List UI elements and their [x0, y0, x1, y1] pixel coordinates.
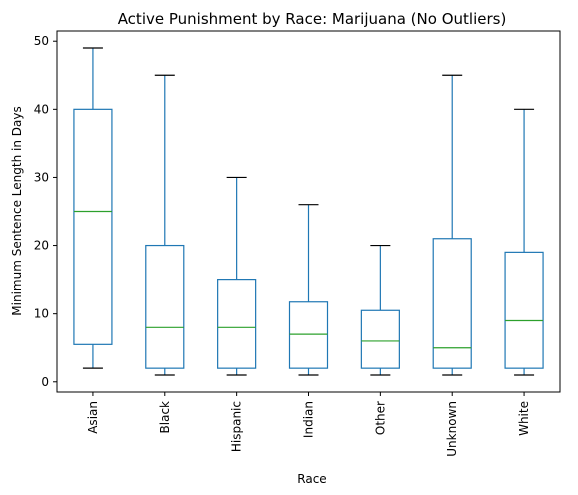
x-tick-label-white: White — [517, 401, 531, 436]
x-tick-label-unknown: Unknown — [445, 401, 459, 457]
plot-area: 0 10 20 30 40 50 Asian Black Hispanic Indian Other… — [34, 30, 561, 457]
x-tick-label-asian: Asian — [86, 401, 100, 434]
box-other — [360, 309, 400, 369]
x-tick-label-hispanic: Hispanic — [230, 401, 244, 452]
y-tick-label-30: 30 — [34, 170, 49, 184]
y-axis-label: Minimum Sentence Length in Days — [10, 106, 24, 315]
y-tick-label-0: 0 — [41, 375, 49, 389]
y-tick-label-20: 20 — [34, 239, 49, 253]
x-tick-label-indian: Indian — [302, 401, 316, 438]
y-tick-label-40: 40 — [34, 102, 49, 116]
y-tick-label-50: 50 — [34, 34, 49, 48]
x-tick-label-black: Black — [158, 401, 172, 434]
box-indian — [288, 301, 329, 369]
box-white — [504, 251, 544, 369]
box-unknown — [432, 238, 472, 369]
chart-title: Active Punishment by Race: Marijuana (No… — [118, 10, 507, 28]
box-asian — [73, 108, 113, 345]
x-tick-label-other: Other — [373, 401, 387, 435]
x-axis-label: Race — [297, 472, 326, 486]
box-black — [145, 244, 185, 369]
y-tick-label-10: 10 — [34, 307, 49, 321]
box-hispanic — [217, 279, 257, 369]
